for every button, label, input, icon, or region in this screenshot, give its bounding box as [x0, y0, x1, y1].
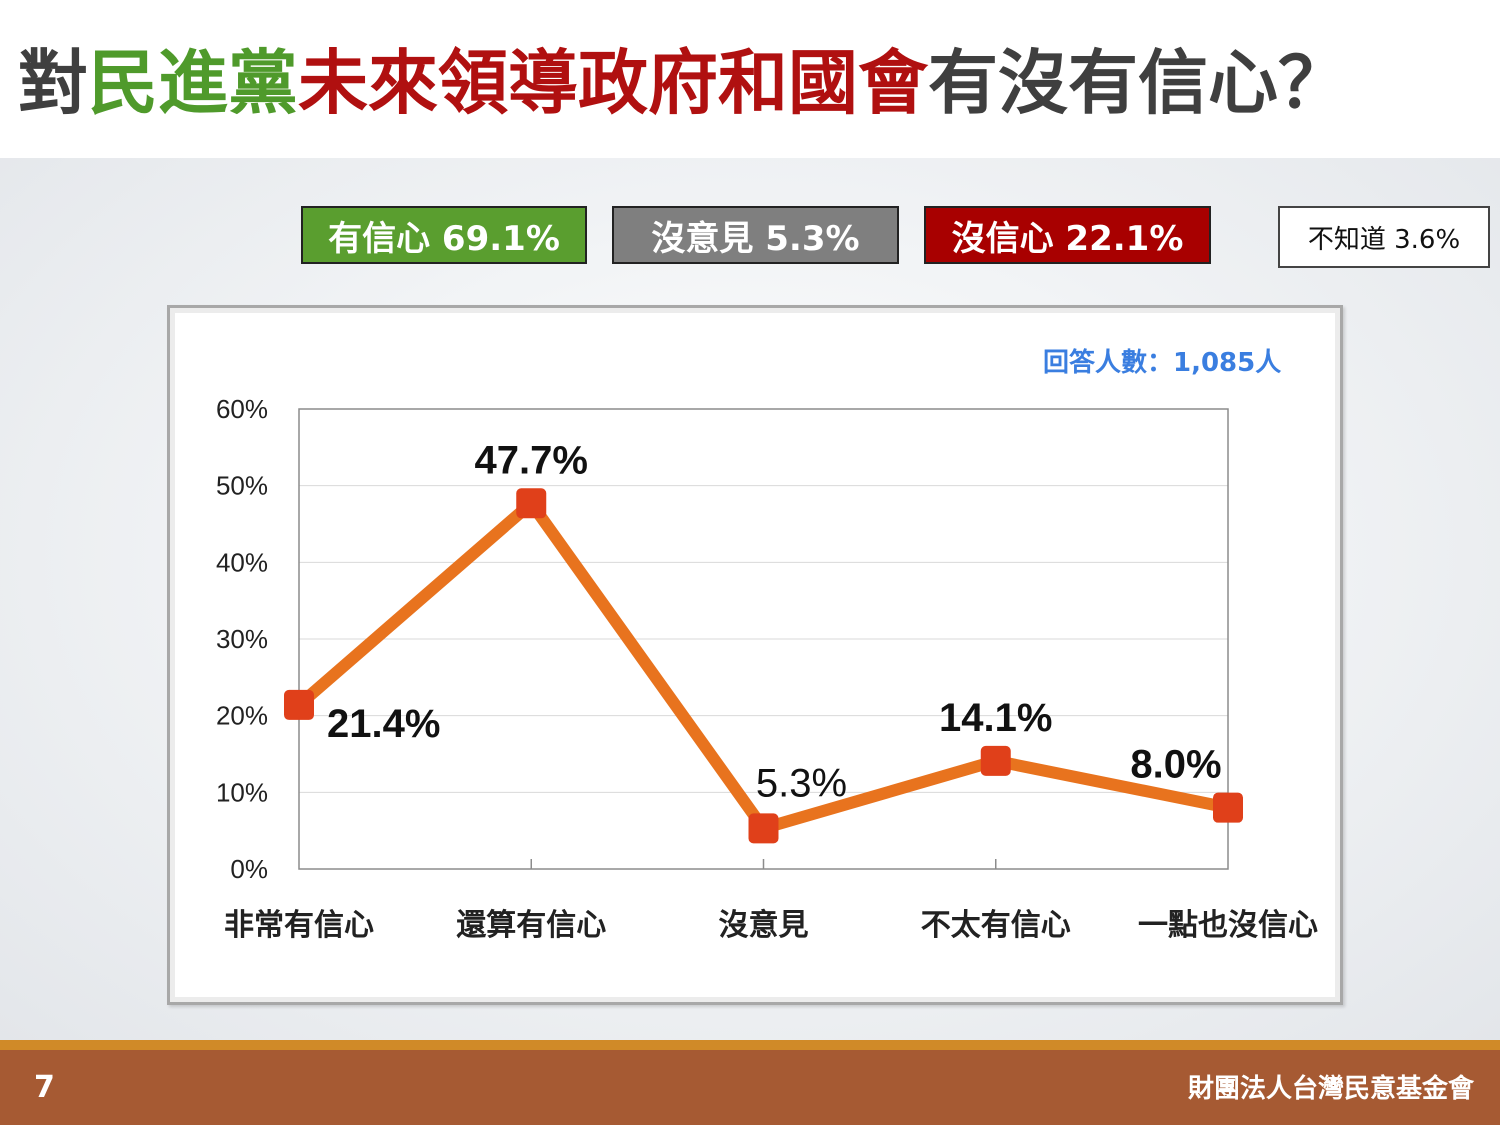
x-category-label: 非常有信心 — [224, 908, 374, 943]
data-label: 5.3% — [756, 761, 847, 805]
y-tick-label: 60% — [216, 394, 268, 424]
badge-no-opinion: 沒意見 5.3% — [612, 206, 899, 264]
y-tick-label: 50% — [216, 471, 268, 501]
badge-confident: 有信心 69.1% — [301, 206, 587, 264]
data-point-marker — [516, 488, 547, 519]
y-tick-label: 30% — [216, 624, 268, 654]
data-label: 21.4% — [327, 702, 440, 746]
footer-bar — [0, 1050, 1500, 1125]
y-tick-label: 0% — [230, 854, 268, 884]
slide-title: 對民進黨未來領導政府和國會有沒有信心？ — [18, 38, 1348, 128]
respondent-count: 回答人數：1,085人 — [1043, 348, 1282, 378]
x-category-label: 沒意見 — [719, 908, 809, 943]
data-point-marker — [980, 745, 1011, 776]
organization-name: 財團法人台灣民意基金會 — [1187, 1074, 1474, 1104]
footer-stripe — [0, 1040, 1500, 1050]
data-point-marker — [1213, 792, 1243, 823]
badge-not-confident: 沒信心 22.1% — [924, 206, 1211, 264]
y-tick-label: 10% — [216, 777, 268, 807]
data-label: 47.7% — [475, 438, 588, 482]
x-category-label: 一點也沒信心 — [1138, 908, 1318, 943]
data-label: 8.0% — [1130, 743, 1221, 787]
x-category-label: 不太有信心 — [921, 908, 1071, 943]
data-point-marker — [284, 689, 314, 720]
title-segment-3: 未來領導政府和國會 — [298, 42, 928, 124]
title-bar: 對民進黨未來領導政府和國會有沒有信心？ — [0, 0, 1500, 158]
x-category-label: 還算有信心 — [456, 908, 606, 943]
badge-dont-know: 不知道 3.6% — [1278, 206, 1490, 268]
y-tick-label: 20% — [216, 701, 268, 731]
y-tick-label: 40% — [216, 547, 268, 577]
title-segment-2: 民進黨 — [88, 42, 298, 124]
data-point-marker — [748, 813, 779, 844]
title-segment-1: 對 — [18, 42, 88, 124]
data-label: 14.1% — [939, 696, 1052, 740]
page-number: 7 — [34, 1070, 55, 1105]
title-segment-4: 有沒有信心？ — [928, 42, 1348, 124]
